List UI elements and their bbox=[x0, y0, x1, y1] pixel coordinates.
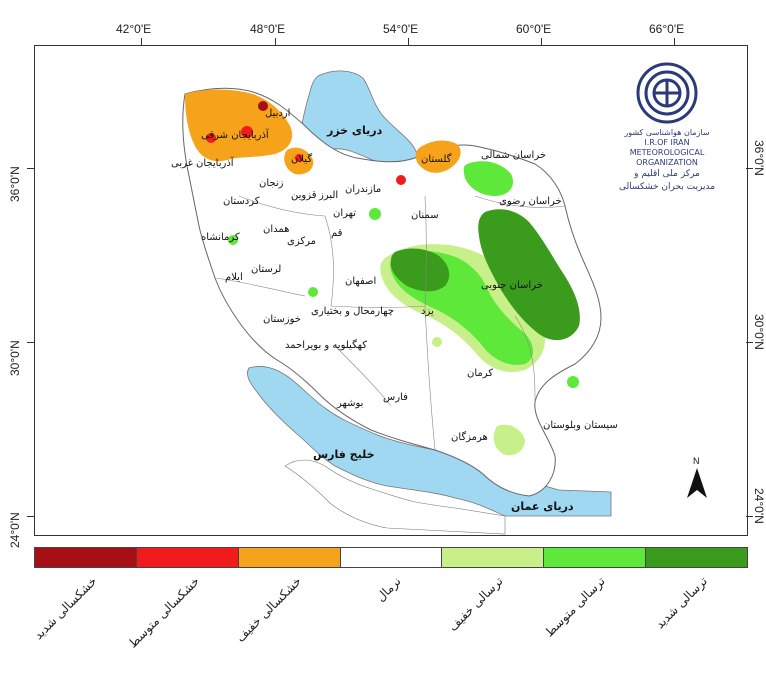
drought-moderate-spot-2 bbox=[206, 133, 216, 143]
legend-label-normal: نرمال bbox=[373, 574, 404, 605]
persian-gulf-label: خلیج فارس bbox=[313, 448, 375, 461]
legend-swatch-severe-drought bbox=[35, 548, 137, 567]
province-label: کهگیلویه و بویراحمد bbox=[285, 339, 367, 351]
province-label: مرکزی bbox=[287, 236, 316, 247]
right-tick-label: 30°0'N bbox=[752, 314, 766, 350]
legend-swatch-severe-wet bbox=[646, 548, 748, 567]
wet-severe-yazd bbox=[390, 248, 450, 292]
top-tick-label: 48°0'E bbox=[250, 22, 286, 36]
legend-label-moderate-wet: ترسالی متوسط bbox=[542, 574, 608, 640]
province-label: البرز bbox=[318, 190, 338, 201]
province-label: همدان bbox=[263, 224, 289, 235]
legend-label-severe-drought: خشکسالی شدید bbox=[31, 574, 100, 643]
legend-label-severe-wet: ترسالی شدید bbox=[652, 574, 710, 632]
drought-moderate-spot-3 bbox=[396, 175, 406, 185]
drought-mild-north bbox=[415, 140, 461, 173]
legend-bar bbox=[34, 547, 748, 568]
province-label: قم bbox=[331, 228, 343, 239]
logo-center-line-2: مدیریت بحران خشکسالی bbox=[618, 182, 716, 192]
province-label: اصفهان bbox=[345, 276, 376, 287]
legend-swatch-moderate-wet bbox=[544, 548, 647, 567]
wet-mild-spot-1 bbox=[432, 337, 442, 347]
top-tick-label: 42°0'E bbox=[116, 22, 152, 36]
logo-center-line-1: مرکز ملی اقلیم و bbox=[634, 169, 700, 179]
legend-label-mild-drought: خشکسالی خفیف bbox=[233, 574, 304, 645]
drought-moderate-spot-1 bbox=[241, 126, 253, 138]
top-tick-label: 66°0'E bbox=[649, 22, 685, 36]
province-label: ایلام bbox=[225, 272, 243, 283]
province-label: چهارمحال و بختیاری bbox=[311, 306, 394, 317]
province-label: سمنان bbox=[411, 210, 439, 221]
wet-moderate-north-khorasan bbox=[463, 161, 514, 196]
province-label: سیستان وبلوستان bbox=[543, 420, 618, 431]
drought-severe-spot-1 bbox=[258, 101, 268, 111]
right-tick-label: 36°0'N bbox=[752, 140, 766, 176]
province-label: لرستان bbox=[251, 264, 281, 275]
top-tick-label: 60°0'E bbox=[516, 22, 552, 36]
province-label: هرمزگان bbox=[451, 431, 488, 443]
province-label: بوشهر bbox=[336, 398, 363, 409]
province-label: تهران bbox=[333, 208, 356, 219]
province-label: گیلان bbox=[291, 153, 312, 165]
wet-moderate-spot-2 bbox=[228, 235, 238, 245]
wet-mild-hormozgan bbox=[493, 424, 525, 456]
province-label: گلستان bbox=[421, 153, 452, 165]
logo-emblem-icon bbox=[636, 62, 698, 124]
province-label: خراسان شمالی bbox=[481, 150, 546, 161]
province-label: خوزستان bbox=[263, 314, 301, 325]
left-tick-label: 24°0'N bbox=[8, 512, 22, 548]
province-label: یزد bbox=[421, 306, 434, 317]
right-tick-label: 24°0'N bbox=[752, 488, 766, 524]
legend-swatch-mild-wet bbox=[442, 548, 545, 567]
province-label: خراسان جنوبی bbox=[481, 280, 543, 291]
province-label: کرمانشاه bbox=[201, 232, 240, 243]
province-label: کرمان bbox=[467, 368, 493, 379]
province-label: مازندران bbox=[345, 184, 381, 195]
caspian-label: دریای خزر bbox=[326, 124, 383, 137]
top-tick-label: 54°0'E bbox=[383, 22, 419, 36]
oman-sea-label: دریای عمان bbox=[511, 500, 574, 513]
province-label: زنجان bbox=[259, 178, 284, 189]
logo-org-en-3: ORGANIZATION bbox=[636, 158, 698, 167]
province-label: قزوین bbox=[291, 190, 317, 201]
drought-moderate-spot-4 bbox=[295, 154, 303, 162]
left-tick-label: 36°0'N bbox=[8, 166, 22, 202]
province-label: خراسان رضوی bbox=[499, 196, 562, 207]
meteorological-organization-logo: سازمان هواشناسی کشور I.R.OF IRAN METEORO… bbox=[612, 62, 722, 194]
wet-moderate-spot-1 bbox=[369, 208, 381, 220]
wet-moderate-spot-3 bbox=[308, 287, 318, 297]
legend-label-moderate-drought: خشکسالی متوسط bbox=[125, 574, 202, 651]
logo-org-fa: سازمان هواشناسی کشور bbox=[624, 128, 710, 137]
wet-severe-east bbox=[478, 209, 580, 341]
province-label: آذربایجان غربی bbox=[171, 156, 235, 169]
map-svg: دریای خزر خلیج فارس دریای عمان اردبیل آذ… bbox=[171, 70, 707, 535]
legend-swatch-moderate-drought bbox=[136, 548, 239, 567]
north-arrow-icon: N bbox=[687, 456, 707, 498]
legend-label-mild-wet: ترسالی خفیف bbox=[446, 574, 506, 634]
legend-swatch-mild-drought bbox=[238, 548, 341, 567]
left-tick-label: 30°0'N bbox=[8, 340, 22, 376]
wet-moderate-spot-4 bbox=[567, 376, 579, 388]
logo-org-en-1: I.R.OF IRAN bbox=[644, 138, 690, 147]
province-label: آذربایجان شرقی bbox=[201, 128, 270, 141]
province-label: کردستان bbox=[223, 196, 260, 207]
map-frame: دریای خزر خلیج فارس دریای عمان اردبیل آذ… bbox=[34, 45, 748, 536]
province-borders bbox=[214, 195, 566, 451]
province-label: اردبیل bbox=[265, 108, 290, 119]
arabian-coast bbox=[284, 459, 506, 535]
svg-text:N: N bbox=[693, 456, 700, 466]
legend-swatch-normal bbox=[340, 548, 443, 567]
province-label: فارس bbox=[383, 392, 408, 403]
logo-org-en-2: METEOROLOGICAL bbox=[629, 148, 705, 157]
drought-mild-nw bbox=[185, 89, 293, 162]
